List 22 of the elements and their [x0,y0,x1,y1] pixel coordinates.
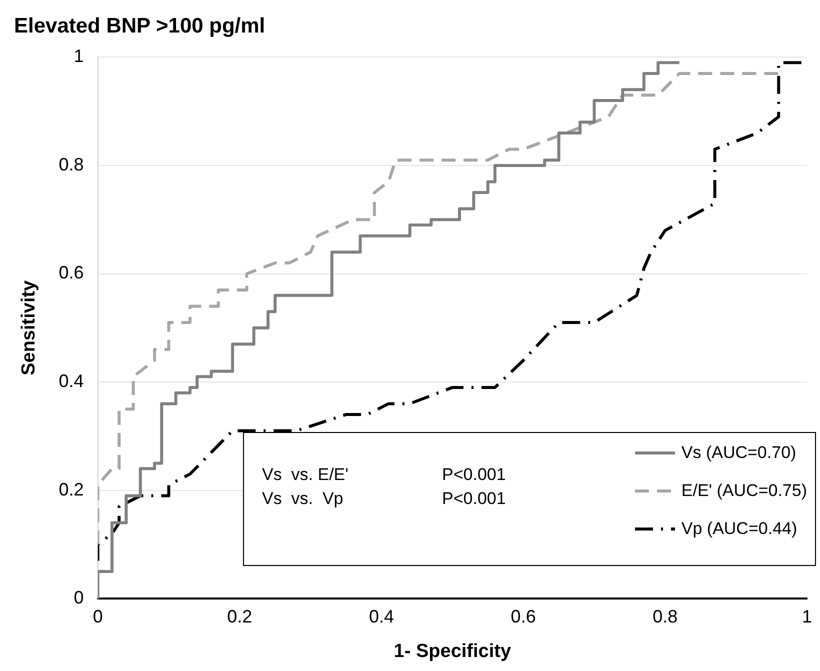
x-axis-title: 1- Specificity [394,640,512,662]
y-tick-label: 0.8 [58,154,84,174]
chart-title: Elevated BNP >100 pg/ml [14,14,266,38]
x-tick-label: 0.6 [510,606,536,626]
x-tick-label: 0.2 [227,606,252,626]
y-axis-title: Sensitivity [18,280,40,376]
annotation: P<0.001 [442,465,506,485]
y-tick-label: 0.2 [58,479,84,500]
legend-label: Vs (AUC=0.70) [681,443,796,463]
x-tick-label: 0.8 [652,606,678,626]
y-tick-label: 0 [74,588,84,608]
y-tick-label: 0.6 [58,262,84,283]
legend-label: Vp (AUC=0.44) [681,519,798,539]
y-tick-label: 0.4 [58,371,84,392]
annotation: Vs vs. Vp [262,489,344,509]
x-tick-label: 1 [802,606,812,626]
annotation: Vs vs. E/E' [262,465,350,485]
legend-label: E/E' (AUC=0.75) [681,481,807,501]
x-tick-label: 0.4 [368,606,394,626]
y-tick-label: 1 [74,46,84,66]
annotation: P<0.001 [442,489,506,509]
x-tick-label: 0 [92,606,103,626]
